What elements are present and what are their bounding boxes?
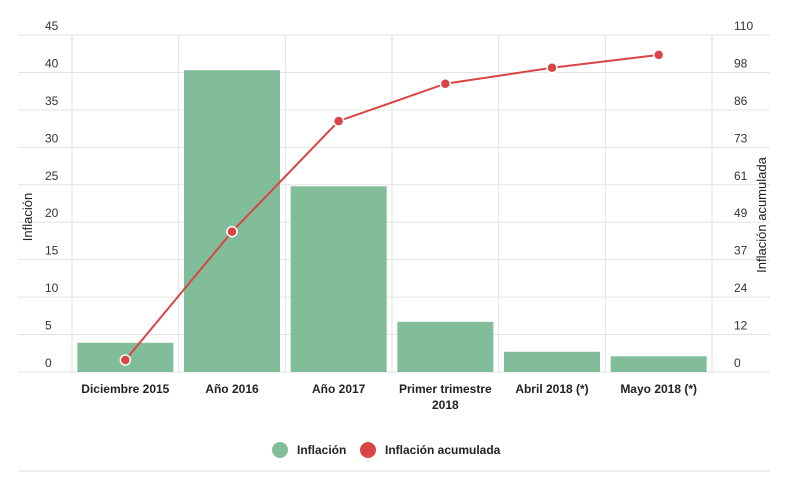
bar[interactable] (610, 356, 707, 372)
bar[interactable] (290, 186, 387, 372)
legend-marker-inflacion (272, 442, 288, 458)
bar[interactable] (397, 321, 494, 372)
y-tick-left: 20 (45, 206, 59, 220)
y-tick-right: 12 (734, 319, 748, 333)
y-axis-title-left: Inflación (20, 193, 35, 241)
bar[interactable] (184, 70, 280, 372)
legend-item-inflacion[interactable]: Inflación (272, 442, 346, 458)
legend: Inflación Inflación acumulada (272, 442, 501, 458)
legend-marker-inflacion-acumulada (360, 442, 376, 458)
left-axis-ticks: 0 5 10 15 20 25 30 35 40 45 (45, 19, 59, 370)
grid (18, 34, 770, 373)
y-tick-left: 15 (45, 244, 59, 258)
line-point[interactable] (546, 62, 558, 74)
legend-label-inflacion-acumulada: Inflación acumulada (385, 443, 501, 457)
y-tick-right: 110 (734, 19, 753, 33)
right-axis-ticks: 0 12 24 37 49 61 73 86 98 110 (734, 19, 753, 370)
line-point[interactable] (119, 354, 132, 366)
line-point[interactable] (439, 77, 452, 90)
y-tick-right: 98 (734, 56, 748, 70)
legend-item-inflacion-acumulada[interactable]: Inflación acumulada (360, 442, 501, 458)
x-tick-label: Año 2017 (312, 382, 366, 396)
x-tick-label: Primer trimestre 2018 (399, 382, 492, 412)
line-series (119, 49, 665, 366)
y-tick-left: 0 (45, 356, 52, 370)
category-labels: Diciembre 2015 Año 2016 Año 2017 Primer tri… (81, 382, 697, 412)
x-tick-label: Abril 2018 (*) (515, 382, 588, 396)
y-tick-left: 30 (45, 131, 59, 145)
legend-label-inflacion: Inflación (297, 443, 346, 457)
y-tick-right: 24 (734, 281, 748, 295)
x-tick-label: Mayo 2018 (*) (620, 382, 697, 396)
bar-series (77, 70, 707, 372)
y-tick-left: 5 (45, 319, 52, 333)
y-tick-right: 73 (734, 131, 748, 145)
line-point[interactable] (652, 49, 665, 61)
y-tick-left: 10 (45, 281, 59, 295)
line-point[interactable] (226, 225, 238, 238)
y-tick-left: 35 (45, 94, 59, 108)
y-tick-right: 61 (734, 169, 748, 183)
y-tick-left: 25 (45, 169, 59, 183)
y-tick-right: 37 (734, 244, 748, 258)
y-tick-left: 40 (45, 56, 59, 70)
bar[interactable] (504, 351, 600, 372)
line-point[interactable] (332, 115, 345, 127)
line-path (124, 53, 659, 361)
y-tick-left: 45 (45, 19, 59, 33)
x-tick-label: Año 2016 (205, 382, 259, 396)
x-tick-label: Diciembre 2015 (81, 382, 169, 396)
y-tick-right: 86 (734, 94, 748, 108)
y-tick-right: 49 (734, 206, 748, 220)
y-tick-right: 0 (734, 356, 741, 370)
y-axis-title-right: Inflación acumulada (754, 156, 769, 272)
